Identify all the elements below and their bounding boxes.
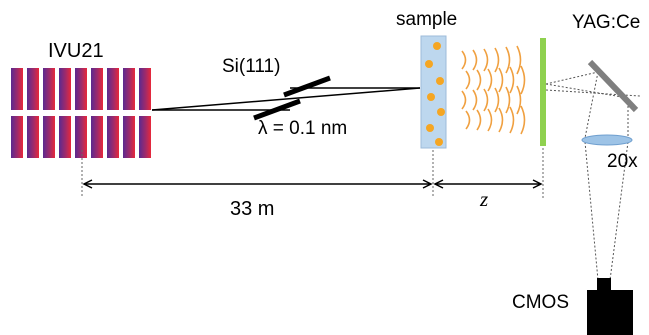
wavelength-label: λ = 0.1 nm bbox=[258, 118, 347, 139]
monochromator-crystal-icon bbox=[253, 75, 331, 121]
wavefront-arc bbox=[498, 67, 504, 93]
wavefront-arc bbox=[509, 106, 515, 134]
wavefront-arc bbox=[465, 110, 471, 130]
distance-33m-label: 33 m bbox=[230, 198, 274, 220]
camera-icon bbox=[587, 278, 633, 335]
sample-particle bbox=[426, 124, 434, 132]
magnet-block bbox=[27, 116, 39, 158]
distance-arrow-33m bbox=[82, 179, 433, 189]
sample-label: sample bbox=[396, 9, 457, 30]
wavefront-arc bbox=[461, 90, 467, 110]
magnet-block bbox=[59, 68, 71, 110]
magnet-block bbox=[139, 116, 151, 158]
wavefront-arc bbox=[472, 49, 478, 71]
optical-path bbox=[545, 71, 641, 281]
beam-line bbox=[151, 87, 421, 111]
sample-particle bbox=[425, 60, 433, 68]
magnet-block bbox=[11, 68, 23, 110]
wavefront-arc bbox=[494, 47, 500, 73]
wavefront-arc bbox=[498, 107, 504, 133]
sample-holder bbox=[420, 35, 447, 149]
wavefront-arc bbox=[516, 85, 522, 115]
reference-lines bbox=[81, 148, 544, 198]
mono-label: Si(111) bbox=[222, 56, 280, 77]
camera-label: CMOS bbox=[512, 292, 569, 313]
wavefront-arc bbox=[494, 87, 500, 113]
sample-particle bbox=[436, 77, 444, 85]
wavefront-arc bbox=[465, 70, 471, 90]
undulator-label: IVU21 bbox=[48, 40, 104, 62]
wavefront-arc bbox=[520, 105, 526, 135]
mirror bbox=[587, 59, 639, 113]
magnet-block bbox=[75, 116, 87, 158]
magnet-block bbox=[123, 68, 135, 110]
wavefront-arc bbox=[505, 46, 511, 74]
sample-particles bbox=[425, 42, 445, 146]
magnet-block bbox=[91, 68, 103, 110]
objective-label: 20x bbox=[607, 151, 638, 172]
magnet-block bbox=[107, 116, 119, 158]
objective-lens bbox=[581, 134, 633, 146]
distance-z-label: z bbox=[479, 187, 488, 211]
magnet-block bbox=[43, 68, 55, 110]
wavefront-arc bbox=[487, 68, 493, 92]
scattered-wavefronts bbox=[461, 45, 526, 135]
sample-particle bbox=[437, 108, 445, 116]
magnet-block bbox=[91, 116, 103, 158]
scintillator-label: YAG:Ce bbox=[572, 12, 640, 33]
wavefront-arc bbox=[505, 86, 511, 114]
wavefront-arc bbox=[476, 109, 482, 131]
wavefront-arc bbox=[483, 88, 489, 112]
wavefront-arc bbox=[487, 108, 493, 132]
wavefront-arc bbox=[472, 89, 478, 111]
sample-particle bbox=[433, 42, 441, 50]
magnet-block bbox=[139, 68, 151, 110]
magnet-block bbox=[59, 116, 71, 158]
wavefront-arc bbox=[516, 45, 522, 75]
magnet-block bbox=[27, 68, 39, 110]
undulator-magnet-array-icon bbox=[11, 68, 151, 158]
scintillator-screen bbox=[540, 38, 546, 146]
sample-particle bbox=[427, 93, 435, 101]
wavefront-arc bbox=[476, 69, 482, 91]
magnet-block bbox=[11, 116, 23, 158]
wavefront-arc bbox=[520, 65, 526, 95]
wavefront-arc bbox=[509, 66, 515, 94]
distance-arrow-z bbox=[433, 179, 543, 189]
magnet-block bbox=[123, 116, 135, 158]
magnet-block bbox=[43, 116, 55, 158]
sample-particle bbox=[435, 138, 443, 146]
wavefront-arc bbox=[483, 48, 489, 72]
magnet-block bbox=[75, 68, 87, 110]
wavefront-arc bbox=[461, 50, 467, 70]
magnet-block bbox=[107, 68, 119, 110]
